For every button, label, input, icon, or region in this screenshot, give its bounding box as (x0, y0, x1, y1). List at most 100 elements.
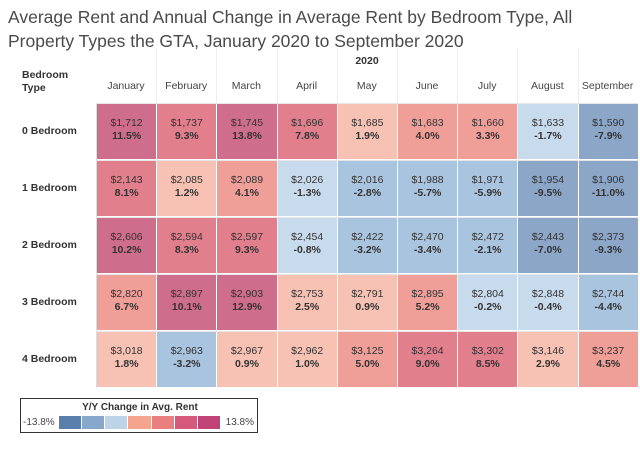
cell-change-value: 7.8% (295, 130, 320, 142)
cell-change-value: 8.3% (174, 244, 199, 256)
cell-rent-value: $2,597 (230, 231, 264, 243)
legend-swatch (82, 416, 106, 429)
cell-rent-value: $1,954 (531, 174, 565, 186)
cell-rent-value: $1,971 (471, 174, 504, 186)
heatmap-cell: $2,143 8.1% (97, 160, 158, 217)
cell-change-value: -0.8% (293, 244, 321, 256)
header-separator (156, 48, 158, 103)
heatmap-cell: $1,988 -5.7% (398, 160, 459, 217)
cell-change-value: 4.0% (415, 130, 440, 142)
legend-max-label: 13.8% (225, 417, 254, 428)
heatmap-cell: $2,897 10.1% (157, 274, 218, 331)
cell-change-value: -0.4% (534, 301, 562, 313)
row-header: Bedroom Type (22, 69, 82, 95)
heatmap-cell: $2,962 1.0% (277, 331, 338, 388)
cell-rent-value: $1,696 (291, 117, 324, 129)
cell-change-value: 12.9% (232, 301, 262, 313)
row-gridline (96, 103, 638, 104)
cell-rent-value: $3,302 (471, 345, 504, 357)
cell-rent-value: $1,685 (351, 117, 384, 129)
cell-change-value: 9.3% (235, 244, 259, 256)
heatmap-cell: $2,791 0.9% (337, 274, 398, 331)
cell-change-value: -1.7% (534, 130, 562, 142)
heatmap-cell: $3,018 1.8% (97, 331, 158, 388)
cell-rent-value: $1,660 (471, 117, 504, 129)
column-label-august: August (531, 80, 564, 92)
row-label: 4 Bedroom (22, 353, 77, 365)
cell-rent-value: $2,606 (110, 231, 143, 243)
cell-rent-value: $2,422 (351, 231, 384, 243)
cell-change-value: -3.2% (353, 244, 382, 256)
cell-rent-value: $2,373 (592, 231, 625, 243)
heatmap-cell: $1,712 11.5% (97, 103, 158, 160)
heatmap-grid: $1,712 11.5% $1,737 9.3% $1,745 13.8% $1,696 7.… (96, 103, 639, 388)
cell-change-value: 4.5% (596, 358, 621, 370)
heatmap-cell: $2,422 -3.2% (337, 217, 398, 274)
cell-rent-value: $2,897 (170, 288, 203, 300)
row-label: 0 Bedroom (22, 125, 77, 137)
heatmap-cell: $3,302 8.5% (458, 331, 519, 388)
legend-color-bar (59, 416, 221, 429)
cell-change-value: -5.7% (413, 187, 442, 199)
cell-change-value: 4.1% (235, 187, 259, 199)
cell-rent-value: $1,745 (230, 117, 264, 129)
header-separator (276, 48, 278, 103)
cell-rent-value: $2,016 (351, 174, 384, 186)
heatmap-cell: $1,660 3.3% (458, 103, 519, 160)
cell-rent-value: $2,472 (471, 231, 504, 243)
cell-rent-value: $1,906 (592, 174, 625, 186)
cell-change-value: 9.3% (174, 130, 199, 142)
cell-change-value: 1.9% (355, 130, 380, 142)
heatmap-cell: $1,737 9.3% (157, 103, 218, 160)
cell-change-value: -5.9% (474, 187, 502, 199)
heatmap-cell: $3,125 5.0% (337, 331, 398, 388)
heatmap-cell: $2,597 9.3% (217, 217, 278, 274)
header-separator (517, 48, 519, 103)
cell-change-value: -7.0% (534, 244, 562, 256)
cell-rent-value: $1,633 (531, 117, 565, 129)
legend-swatch (174, 416, 198, 429)
cell-rent-value: $2,026 (291, 174, 324, 186)
cell-rent-value: $1,737 (170, 117, 203, 129)
cell-rent-value: $2,143 (110, 174, 143, 186)
header-separator (336, 48, 338, 103)
row-gridline (96, 331, 638, 332)
cell-rent-value: $1,590 (592, 117, 625, 129)
cell-rent-value: $2,963 (170, 345, 203, 357)
heatmap-cell: $3,146 2.9% (518, 331, 579, 388)
cell-change-value: -7.9% (594, 130, 622, 142)
heatmap-cell: $2,026 -1.3% (277, 160, 338, 217)
legend-swatch (105, 416, 129, 429)
heatmap-cell: $2,472 -2.1% (458, 217, 519, 274)
heatmap-cell: $1,971 -5.9% (458, 160, 519, 217)
heatmap-cell: $3,264 9.0% (398, 331, 459, 388)
cell-change-value: 1.2% (174, 187, 199, 199)
column-label-june: June (415, 80, 439, 92)
heatmap-cell: $1,590 -7.9% (578, 103, 639, 160)
cell-change-value: -3.4% (413, 244, 442, 256)
heatmap-cell: $2,085 1.2% (157, 160, 218, 217)
cell-change-value: 1.0% (295, 358, 320, 370)
column-label-may: May (356, 80, 377, 92)
heatmap-cell: $1,685 1.9% (337, 103, 398, 160)
cell-change-value: 10.1% (171, 301, 202, 313)
cell-rent-value: $2,089 (230, 174, 264, 186)
column-label-january: January (107, 80, 145, 92)
cell-change-value: 6.7% (114, 301, 139, 313)
cell-rent-value: $2,895 (411, 288, 444, 300)
heatmap-cell: $1,633 -1.7% (518, 103, 579, 160)
legend-swatch (128, 416, 152, 429)
column-label-march: March (231, 80, 261, 92)
cell-rent-value: $2,848 (531, 288, 565, 300)
heatmap-cell: $2,804 -0.2% (458, 274, 519, 331)
cell-rent-value: $2,594 (170, 231, 203, 243)
header-separator (577, 48, 579, 103)
row-gridline (96, 160, 638, 161)
heatmap-cell: $2,606 10.2% (97, 217, 158, 274)
row-label: 3 Bedroom (22, 296, 77, 308)
cell-change-value: 5.0% (355, 358, 380, 370)
heatmap-cell: $2,443 -7.0% (518, 217, 579, 274)
legend-swatch (197, 416, 221, 429)
cell-rent-value: $3,264 (411, 345, 444, 357)
heatmap-cell: $1,906 -11.0% (578, 160, 639, 217)
